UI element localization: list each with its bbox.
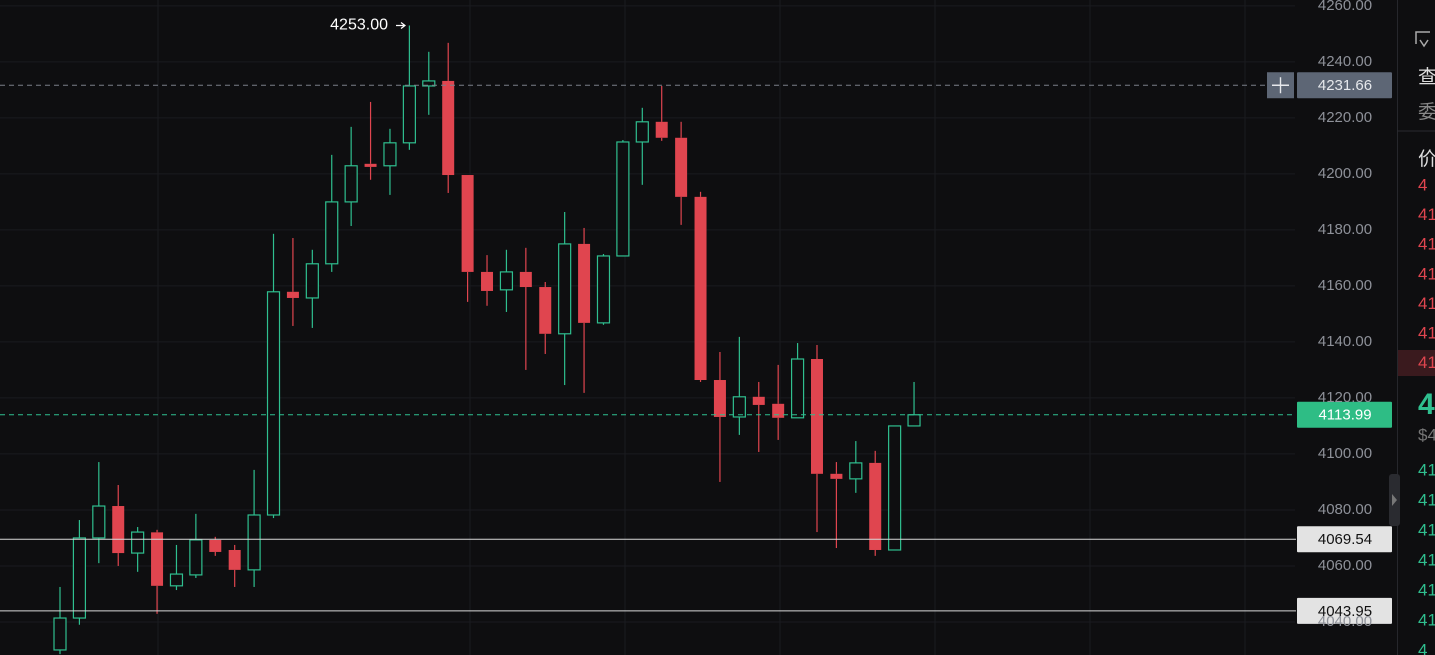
- candle-body: [713, 380, 726, 417]
- candle-body: [112, 506, 125, 554]
- bid-price: 41: [1418, 610, 1435, 629]
- candle-body: [422, 80, 436, 87]
- price-label-box: [1297, 597, 1392, 624]
- y-tick-label: 4040.00: [1318, 613, 1372, 630]
- candle-body: [92, 505, 106, 539]
- price-label-box: [1297, 401, 1392, 428]
- candle-body: [247, 514, 261, 571]
- candle-body: [189, 539, 203, 576]
- candle-body: [72, 537, 87, 619]
- candle-body: [325, 201, 339, 265]
- candle-body: [635, 121, 649, 143]
- side-panel: [1397, 0, 1435, 655]
- candle-body: [305, 263, 319, 299]
- candle-body: [596, 255, 611, 324]
- y-tick-label: 4140.00: [1318, 333, 1372, 350]
- high-marker-label: 4253.00: [330, 17, 388, 34]
- candle-body: [169, 573, 184, 587]
- y-tick-label: 4240.00: [1318, 53, 1372, 70]
- bid-price: 41: [1418, 460, 1435, 479]
- candle-body: [790, 358, 805, 419]
- candle-body: [481, 271, 494, 291]
- y-tick-label: 4060.00: [1318, 557, 1372, 574]
- candle-body: [519, 271, 532, 288]
- bid-price: 41: [1418, 550, 1435, 569]
- candle-body: [907, 414, 921, 427]
- y-tick-label: 4100.00: [1318, 445, 1372, 462]
- candle-body: [888, 425, 902, 551]
- candle-body: [266, 291, 281, 516]
- last-price: 4: [1418, 388, 1435, 421]
- candle-body: [732, 396, 746, 418]
- price-label-box: [1297, 526, 1392, 553]
- candle-body: [499, 271, 514, 291]
- ask-price: 41: [1418, 205, 1435, 224]
- y-tick-label: 4160.00: [1318, 277, 1372, 294]
- candle-body: [616, 141, 630, 257]
- price-lines: 4231.66 4113.99 4069.54 4043.95: [0, 72, 1392, 624]
- candle-body: [344, 165, 358, 203]
- candle-body: [228, 549, 241, 570]
- price-label: 4113.99: [1318, 407, 1371, 424]
- grid: [0, 5, 1295, 623]
- y-tick-label: 4220.00: [1318, 109, 1372, 126]
- candle-body: [655, 121, 668, 138]
- collapse-arrow: [1392, 494, 1397, 506]
- candle-body: [402, 85, 416, 144]
- y-tick-label: 4120.00: [1318, 389, 1372, 406]
- ask-price: 41: [1418, 294, 1435, 313]
- ask-price: 41: [1418, 353, 1435, 372]
- ask-price: 4: [1418, 175, 1427, 194]
- ask-highlight: [1398, 350, 1435, 376]
- candle-body: [694, 196, 707, 381]
- candle-body: [286, 291, 299, 298]
- candle-body: [442, 80, 455, 176]
- panel-tab[interactable]: 查: [1418, 66, 1435, 88]
- candle-body: [849, 462, 863, 480]
- candle-body: [810, 359, 823, 474]
- bid-price: 41: [1418, 490, 1435, 509]
- candle-body: [131, 531, 145, 554]
- ask-price: 41: [1418, 235, 1435, 254]
- y-tick-label: 4200.00: [1318, 165, 1372, 182]
- price-label: 4043.95: [1318, 603, 1372, 620]
- book-header: 价: [1418, 149, 1435, 170]
- y-tick-label: 4260.00: [1318, 0, 1372, 14]
- candle-body: [539, 287, 552, 334]
- candle-body: [461, 175, 474, 272]
- candle-body: [772, 403, 785, 418]
- high-marker-arrow: [396, 22, 406, 29]
- price-label-box: [1297, 72, 1392, 99]
- last-price-usd: $4: [1418, 425, 1435, 444]
- ask-price: 41: [1418, 264, 1435, 283]
- candle-body: [675, 137, 688, 197]
- y-tick-label: 4080.00: [1318, 501, 1372, 518]
- panel-tab[interactable]: 委: [1418, 101, 1435, 123]
- candle-body: [53, 617, 67, 651]
- candle-body: [209, 539, 222, 552]
- price-label: 4069.54: [1318, 531, 1372, 548]
- candle-body: [383, 142, 397, 167]
- candle-body: [558, 243, 572, 335]
- candle-body: [151, 532, 164, 586]
- candle-body: [364, 163, 377, 167]
- vertical-grid: [157, 0, 1246, 655]
- price-label: 4231.66: [1318, 77, 1372, 94]
- y-tick-label: 4180.00: [1318, 221, 1372, 238]
- bid-price: 41: [1418, 520, 1435, 539]
- bid-price: 4: [1418, 640, 1427, 655]
- ask-price: 41: [1418, 323, 1435, 342]
- candle-body: [869, 462, 882, 550]
- candle-body: [752, 396, 765, 405]
- candle-body: [578, 243, 591, 323]
- candle-body: [830, 473, 843, 479]
- order-book: 查委价 4 41 41 41 41 41 41 4 $4 41 41 41 41 41 41 4: [1418, 66, 1435, 655]
- bid-price: 41: [1418, 580, 1435, 599]
- add-alert-icon: [1272, 77, 1289, 94]
- panel-icon[interactable]: [1415, 31, 1430, 48]
- y-axis: 4040.00 4060.00 4080.00 4100.00 4120.00 4140.…: [1318, 0, 1372, 630]
- candles: 4253.00: [53, 17, 921, 655]
